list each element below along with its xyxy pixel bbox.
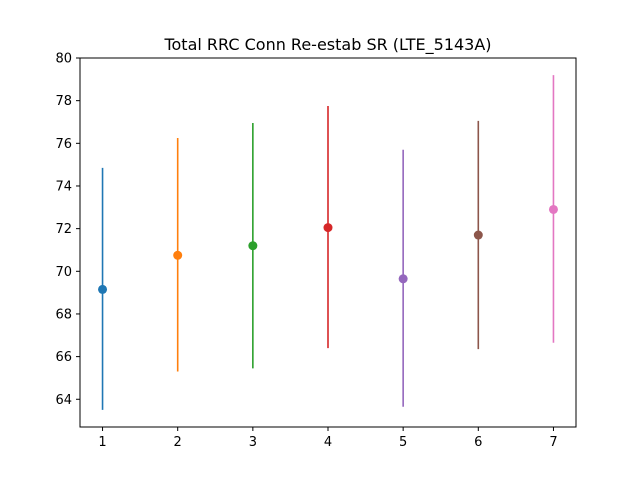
y-tick-label: 68 bbox=[55, 307, 72, 322]
x-tick-label: 2 bbox=[174, 435, 182, 450]
chart-marks bbox=[98, 75, 558, 410]
y-tick-label: 80 bbox=[55, 52, 72, 67]
y-tick-label: 72 bbox=[55, 222, 72, 237]
data-point-2 bbox=[173, 250, 183, 260]
y-tick-label: 66 bbox=[55, 350, 72, 365]
y-tick-label: 76 bbox=[55, 137, 72, 152]
y-axis: 64 66 68 70 72 74 76 78 80 bbox=[55, 52, 80, 408]
x-tick-label: 7 bbox=[549, 435, 557, 450]
y-tick-label: 78 bbox=[55, 94, 72, 109]
y-tick-label: 64 bbox=[55, 393, 72, 408]
x-tick-label: 5 bbox=[399, 435, 407, 450]
data-point-5 bbox=[398, 274, 408, 284]
data-point-1 bbox=[98, 284, 108, 294]
x-tick-label: 1 bbox=[98, 435, 106, 450]
y-tick-label: 70 bbox=[55, 265, 72, 280]
x-tick-label: 4 bbox=[324, 435, 332, 450]
plot-frame bbox=[79, 57, 577, 428]
x-axis: 1 2 3 4 5 6 7 bbox=[98, 427, 558, 450]
data-point-6 bbox=[473, 230, 483, 240]
data-point-3 bbox=[248, 241, 258, 251]
y-tick-label: 74 bbox=[55, 179, 72, 194]
data-point-7 bbox=[548, 204, 558, 214]
x-tick-label: 3 bbox=[249, 435, 257, 450]
x-tick-label: 6 bbox=[474, 435, 482, 450]
chart-title: Total RRC Conn Re-estab SR (LTE_5143A) bbox=[163, 35, 491, 55]
data-point-4 bbox=[323, 223, 333, 233]
